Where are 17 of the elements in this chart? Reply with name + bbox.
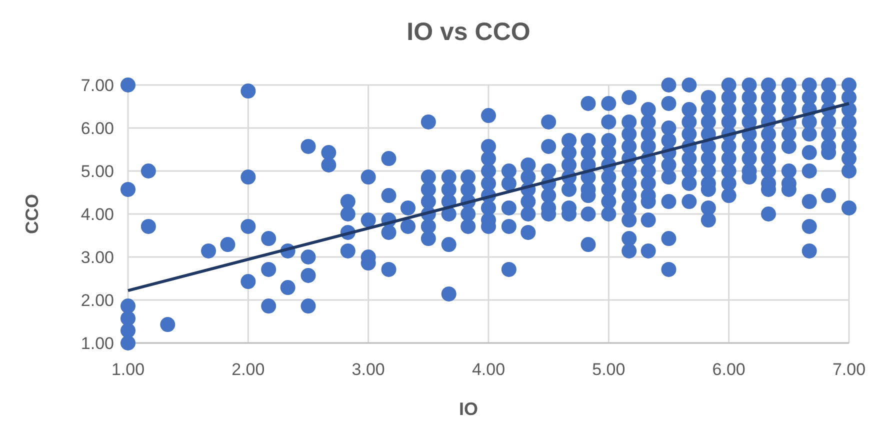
x-tick-label: 5.00 — [592, 360, 626, 379]
y-tick-label: 6.00 — [80, 118, 114, 138]
y-tick-label: 3.00 — [80, 248, 114, 267]
x-tick-label: 1.00 — [111, 360, 145, 379]
x-tick-label: 7.00 — [832, 360, 866, 379]
x-tick-label: 3.00 — [352, 360, 385, 379]
y-tick-label: 7.00 — [80, 76, 114, 95]
x-tick-label: 4.00 — [472, 360, 506, 379]
y-tick-label: 4.00 — [80, 204, 114, 224]
y-axis-title: CCO — [22, 194, 42, 234]
x-axis-title: IO — [458, 399, 478, 419]
x-tick-label: 6.00 — [712, 360, 746, 379]
y-tick-label: 5.00 — [80, 162, 114, 181]
chart-title: IO vs CCO — [406, 18, 530, 46]
y-tick-label: 1.00 — [80, 334, 114, 353]
y-tick-label: 2.00 — [80, 290, 114, 310]
x-tick-label: 2.00 — [232, 360, 265, 379]
